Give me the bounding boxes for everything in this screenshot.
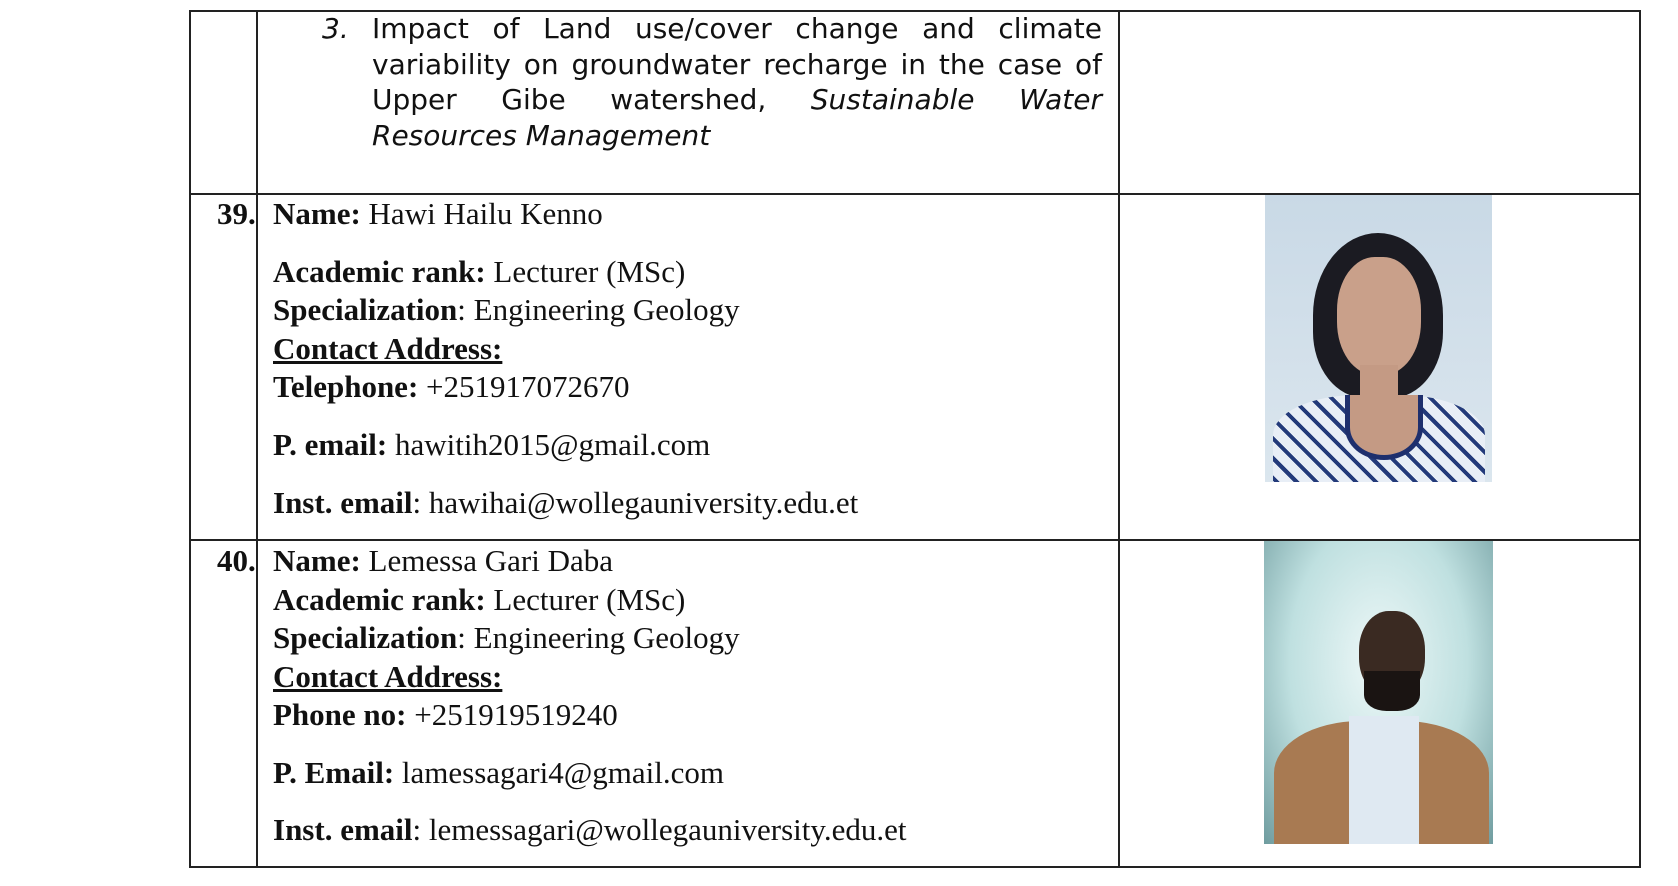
specialization-line: Specialization: Engineering Geology bbox=[273, 292, 740, 327]
rank-line: Academic rank: Lecturer (MSc) bbox=[273, 582, 686, 617]
staff-photo bbox=[1264, 541, 1493, 844]
row-divider bbox=[189, 193, 1641, 195]
column-divider bbox=[1118, 10, 1120, 868]
rank-line: Academic rank: Lecturer (MSc) bbox=[273, 254, 686, 289]
column-divider bbox=[256, 10, 258, 868]
row-divider bbox=[189, 539, 1641, 541]
publication-journal: Sustainable Water Resources Management bbox=[372, 83, 1102, 152]
publication-citation: Impact of Land use/cover change and clim… bbox=[372, 11, 1102, 153]
name-line: Name: Lemessa Gari Daba bbox=[273, 543, 613, 578]
entry-number: 39. bbox=[217, 196, 256, 231]
publication-title: Impact of Land use/cover change and clim… bbox=[372, 12, 1102, 116]
table-border bbox=[189, 866, 1641, 868]
phone-line: Telephone: +251917072670 bbox=[273, 369, 630, 404]
institutional-email-line: Inst. email: hawihai@wollegauniversity.e… bbox=[273, 485, 859, 520]
institutional-email-line: Inst. email: lemessagari@wollegauniversi… bbox=[273, 812, 907, 847]
personal-email-line: P. Email: lamessagari4@gmail.com bbox=[273, 755, 724, 790]
publication-number: 3. bbox=[322, 12, 349, 45]
table-border bbox=[189, 10, 191, 868]
table-border bbox=[1639, 10, 1641, 868]
contact-address-heading: Contact Address: bbox=[273, 659, 503, 694]
phone-line: Phone no: +251919519240 bbox=[273, 697, 618, 732]
name-line: Name: Hawi Hailu Kenno bbox=[273, 196, 603, 231]
personal-email-line: P. email: hawitih2015@gmail.com bbox=[273, 427, 711, 462]
contact-address-heading: Contact Address: bbox=[273, 331, 503, 366]
specialization-line: Specialization: Engineering Geology bbox=[273, 620, 740, 655]
table-border bbox=[189, 10, 1641, 12]
staff-photo bbox=[1265, 195, 1492, 482]
entry-number: 40. bbox=[217, 543, 256, 578]
